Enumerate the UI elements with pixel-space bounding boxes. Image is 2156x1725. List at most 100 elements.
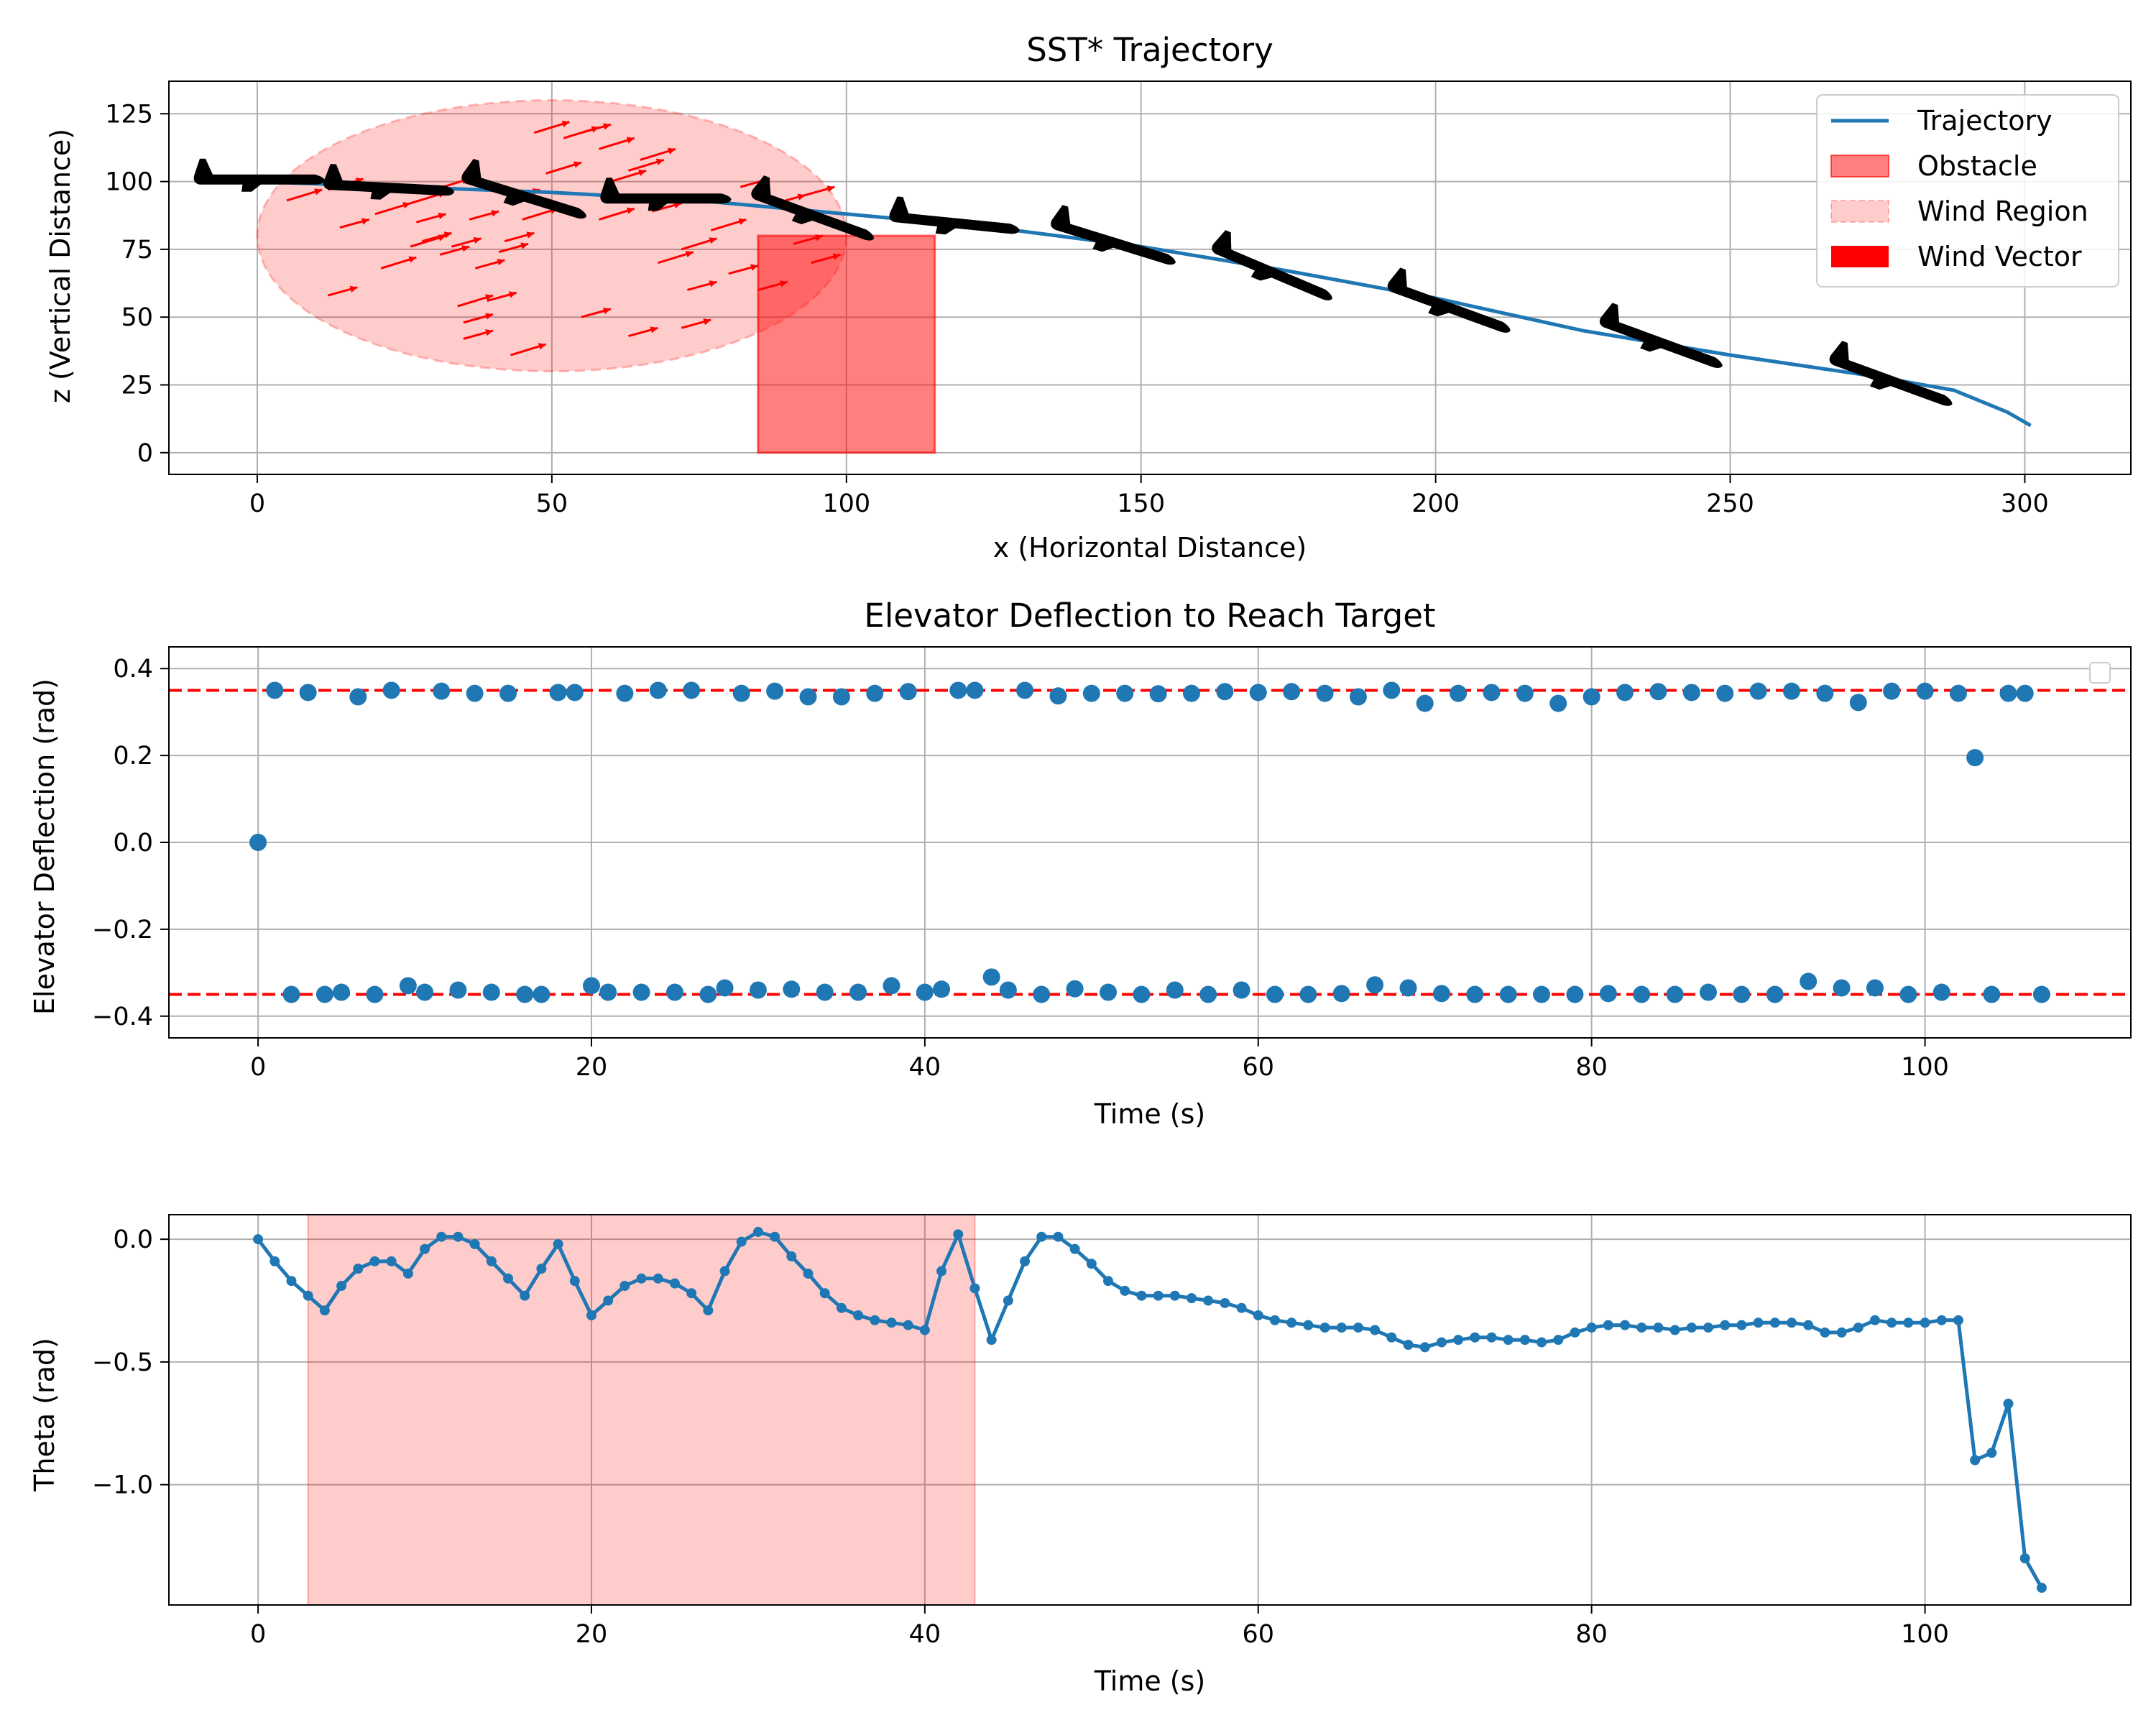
theta-panel: 0 20 40 60 80 100 0.0 −0.5 −1.0 Time (s) Theta (… bbox=[29, 1214, 2132, 1697]
elevator-point bbox=[1216, 683, 1234, 701]
elevator-point bbox=[1399, 979, 1417, 997]
elevator-point bbox=[349, 688, 367, 706]
elevator-point bbox=[1733, 985, 1751, 1003]
trajectory-ticks: 0 50 100 150 200 250 300 0 25 50 75 100 125 bbox=[105, 100, 2049, 518]
theta-point bbox=[686, 1288, 697, 1299]
elevator-point bbox=[499, 684, 517, 702]
theta-point bbox=[1970, 1455, 1981, 1466]
theta-point bbox=[1836, 1327, 1847, 1338]
elevator-point bbox=[1266, 985, 1284, 1003]
wind-vector bbox=[415, 212, 446, 224]
theta-point bbox=[1869, 1315, 1880, 1325]
elevator-panel: Elevator Deflection to Reach Target 0 20 4… bbox=[29, 597, 2132, 1130]
elevator-point bbox=[1633, 985, 1651, 1003]
elevator-point bbox=[315, 985, 333, 1003]
elevator-point bbox=[1033, 985, 1051, 1003]
elevator-grid bbox=[169, 647, 2131, 1038]
theta-point bbox=[1203, 1295, 1214, 1306]
aircraft-icon bbox=[889, 196, 1020, 235]
wind-vector bbox=[581, 123, 612, 134]
y-tick-label: −0.5 bbox=[92, 1348, 153, 1377]
elevator-plot-area bbox=[169, 681, 2131, 1003]
wind-vector bbox=[599, 137, 635, 150]
aircraft-icon bbox=[1051, 205, 1176, 265]
theta-point bbox=[1753, 1317, 1764, 1328]
theta-point bbox=[303, 1290, 313, 1301]
theta-point bbox=[770, 1231, 780, 1242]
legend-box bbox=[1816, 94, 2119, 288]
theta-point bbox=[1186, 1293, 1197, 1304]
trajectory-legend: Trajectory Obstacle Wind Region Wind Vec… bbox=[1816, 94, 2119, 288]
elevator-xlabel: Time (s) bbox=[1094, 1098, 1206, 1130]
trajectory-panel: SST* Trajectory 0 50 100 150 200 250 300 0 25 50 7… bbox=[45, 31, 2132, 564]
theta-point bbox=[853, 1310, 864, 1321]
elevator-point bbox=[766, 682, 784, 700]
trajectory-axes-frame bbox=[168, 80, 2132, 475]
theta-point bbox=[1936, 1315, 1947, 1325]
wind-vector bbox=[533, 120, 570, 134]
theta-point bbox=[903, 1320, 913, 1330]
elevator-point bbox=[866, 684, 884, 702]
theta-point bbox=[386, 1256, 397, 1266]
theta-point bbox=[402, 1268, 413, 1279]
elevator-point bbox=[1533, 985, 1551, 1003]
theta-grid bbox=[169, 1215, 2131, 1605]
elevator-point bbox=[1599, 985, 1617, 1003]
aircraft-icon bbox=[751, 175, 875, 241]
theta-point bbox=[1769, 1317, 1780, 1328]
theta-point bbox=[286, 1276, 297, 1287]
theta-point bbox=[870, 1315, 880, 1325]
x-tick-label: 20 bbox=[576, 1620, 608, 1649]
y-tick-label: −0.4 bbox=[92, 1003, 153, 1031]
theta-point bbox=[1636, 1322, 1647, 1333]
aircraft-icon bbox=[1599, 303, 1723, 368]
theta-point bbox=[1586, 1322, 1597, 1333]
wind-vector bbox=[286, 188, 323, 202]
elevator-point bbox=[999, 981, 1017, 999]
elevator-point bbox=[1649, 683, 1667, 701]
wind-vector bbox=[469, 210, 499, 221]
aircraft-icon bbox=[600, 178, 732, 211]
legend-label-obstacle: Obstacle bbox=[1917, 150, 2037, 182]
elevator-point bbox=[266, 681, 284, 699]
x-tick-label: 60 bbox=[1242, 1053, 1274, 1082]
elevator-point bbox=[1432, 985, 1450, 1003]
elevator-point bbox=[1932, 983, 1950, 1001]
elevator-point bbox=[1682, 684, 1700, 702]
theta-point bbox=[319, 1305, 330, 1316]
aircraft-icon bbox=[1212, 230, 1332, 300]
elevator-point bbox=[966, 681, 984, 699]
wind-vector bbox=[610, 169, 647, 183]
elevator-point bbox=[1283, 683, 1301, 701]
theta-ylabel: Theta (rad) bbox=[29, 1338, 60, 1492]
theta-point bbox=[1086, 1259, 1097, 1269]
elevator-point bbox=[533, 985, 550, 1003]
theta-point bbox=[1303, 1320, 1314, 1330]
theta-point bbox=[919, 1325, 930, 1335]
y-tick-label: 0.0 bbox=[113, 829, 153, 857]
elevator-point bbox=[1199, 985, 1217, 1003]
wind-vector bbox=[793, 234, 824, 245]
theta-point bbox=[836, 1302, 847, 1313]
theta-point bbox=[1470, 1332, 1480, 1343]
elevator-point bbox=[632, 983, 650, 1001]
elevator-point bbox=[449, 981, 467, 999]
theta-point bbox=[1220, 1297, 1230, 1308]
theta-point bbox=[1386, 1332, 1397, 1343]
elevator-title: Elevator Deflection to Reach Target bbox=[864, 597, 1435, 635]
wind-vector bbox=[811, 253, 841, 264]
wind-vector bbox=[581, 307, 612, 318]
theta-point bbox=[752, 1226, 763, 1237]
elevator-ticks: 0 20 40 60 80 100 −0.4 −0.2 0.0 0.2 0.4 bbox=[92, 655, 1949, 1082]
elevator-point bbox=[1782, 682, 1800, 700]
wind-vector bbox=[757, 280, 788, 291]
y-tick-label: −0.2 bbox=[92, 916, 153, 944]
elevator-point bbox=[883, 977, 900, 995]
theta-point bbox=[436, 1231, 447, 1242]
elevator-point bbox=[1999, 684, 2017, 702]
wind-vector bbox=[487, 291, 517, 303]
elevator-point bbox=[1966, 749, 1984, 767]
elevator-point bbox=[933, 980, 951, 998]
elevator-point bbox=[849, 983, 867, 1001]
theta-point bbox=[420, 1243, 430, 1254]
